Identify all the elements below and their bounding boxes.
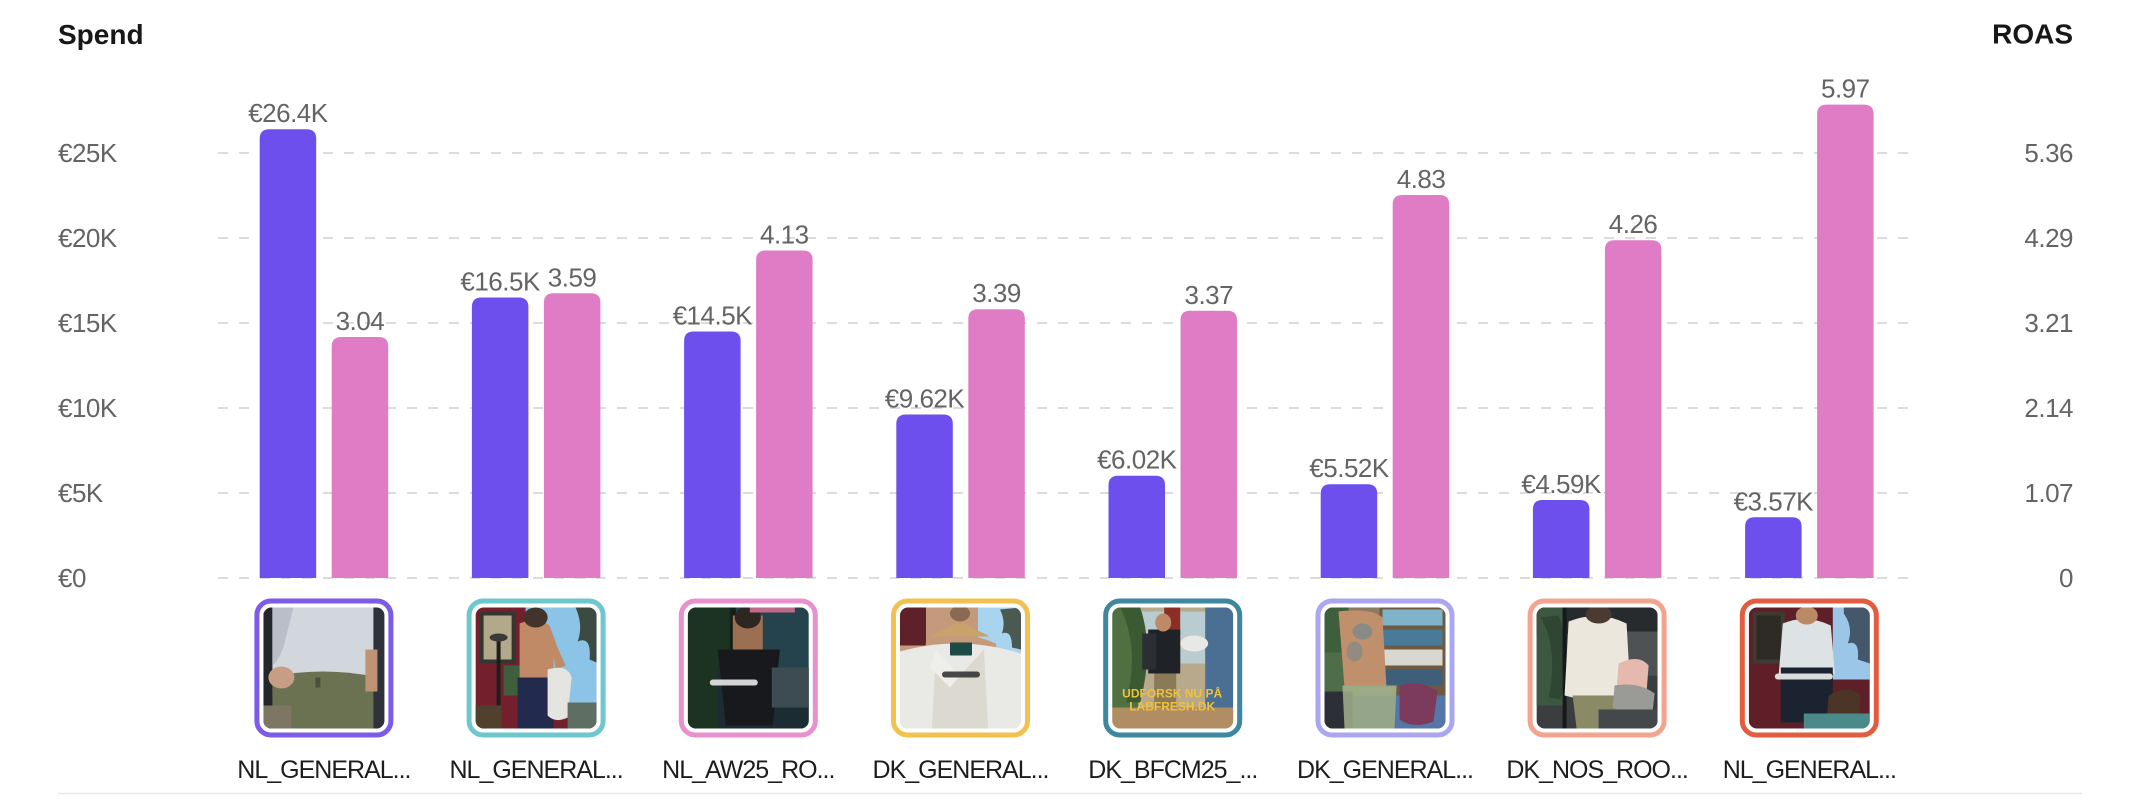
svg-text:0: 0 xyxy=(2059,563,2073,593)
svg-text:€3.57K: €3.57K xyxy=(1734,486,1815,516)
svg-text:€14.5K: €14.5K xyxy=(673,301,754,331)
svg-text:€6.02K: €6.02K xyxy=(1097,445,1178,475)
svg-text:2.14: 2.14 xyxy=(2024,393,2073,423)
svg-text:NL_GENERAL...: NL_GENERAL... xyxy=(450,756,623,784)
svg-text:€25K: €25K xyxy=(58,138,118,168)
svg-text:ROAS: ROAS xyxy=(1992,19,2073,50)
svg-text:€9.62K: €9.62K xyxy=(885,384,966,414)
svg-text:3.37: 3.37 xyxy=(1184,280,1233,310)
svg-text:4.83: 4.83 xyxy=(1397,164,1446,194)
svg-text:€4.59K: €4.59K xyxy=(1521,469,1602,499)
svg-text:€16.5K: €16.5K xyxy=(460,267,541,297)
svg-text:NL_AW25_RO...: NL_AW25_RO... xyxy=(662,756,834,784)
svg-text:€15K: €15K xyxy=(58,308,118,338)
svg-text:€0: €0 xyxy=(58,563,86,593)
svg-text:3.39: 3.39 xyxy=(972,278,1021,308)
svg-text:4.29: 4.29 xyxy=(2024,223,2073,253)
svg-text:4.13: 4.13 xyxy=(760,220,809,250)
svg-text:3.59: 3.59 xyxy=(548,262,597,292)
svg-text:3.04: 3.04 xyxy=(336,306,385,336)
svg-text:DK_BFCM25_...: DK_BFCM25_... xyxy=(1088,756,1257,784)
svg-text:DK_NOS_ROO...: DK_NOS_ROO... xyxy=(1506,756,1688,784)
svg-text:UDFORSK NU PÅ: UDFORSK NU PÅ xyxy=(1122,686,1222,701)
svg-text:NL_GENERAL...: NL_GENERAL... xyxy=(1723,756,1896,784)
svg-text:€26.4K: €26.4K xyxy=(248,98,329,128)
svg-text:3.21: 3.21 xyxy=(2024,308,2073,338)
svg-text:€5.52K: €5.52K xyxy=(1309,453,1390,483)
svg-text:DK_GENERAL...: DK_GENERAL... xyxy=(873,756,1049,784)
svg-text:LABFRESH.DK: LABFRESH.DK xyxy=(1129,700,1215,714)
svg-text:1.07: 1.07 xyxy=(2024,478,2073,508)
svg-text:DK_GENERAL...: DK_GENERAL... xyxy=(1297,756,1473,784)
svg-text:5.97: 5.97 xyxy=(1821,74,1870,104)
svg-text:€10K: €10K xyxy=(58,393,118,423)
svg-text:5.36: 5.36 xyxy=(2024,138,2073,168)
svg-text:Spend: Spend xyxy=(58,19,144,50)
svg-text:€5K: €5K xyxy=(58,478,104,508)
svg-text:4.26: 4.26 xyxy=(1609,209,1658,239)
svg-text:NL_GENERAL...: NL_GENERAL... xyxy=(237,756,410,784)
svg-text:€20K: €20K xyxy=(58,223,118,253)
